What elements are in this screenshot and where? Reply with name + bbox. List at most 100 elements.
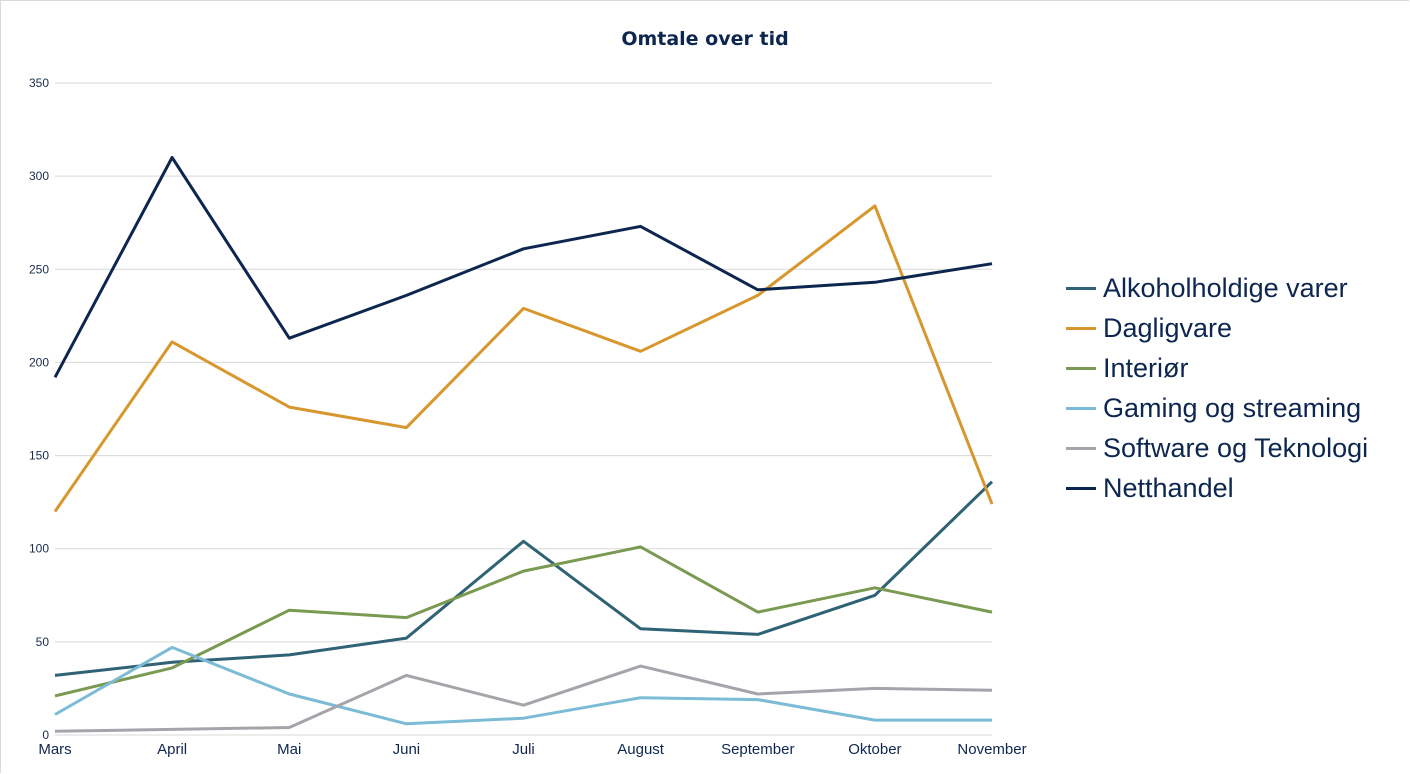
x-tick-label: August — [617, 741, 665, 758]
data-point — [288, 337, 291, 340]
data-point — [756, 698, 759, 701]
data-point — [54, 694, 57, 697]
legend-swatch-icon — [1066, 286, 1096, 290]
data-point — [405, 722, 408, 725]
data-point — [639, 225, 642, 228]
data-point — [756, 611, 759, 614]
data-point — [639, 627, 642, 630]
legend-item: Netthandel — [1066, 468, 1368, 508]
legend-label: Gaming og streaming — [1103, 392, 1362, 423]
chart-title: Omtale over tid — [621, 28, 789, 50]
data-point — [288, 406, 291, 409]
data-point — [522, 540, 525, 543]
legend-swatch-icon — [1066, 366, 1096, 370]
x-tick-label: Mai — [277, 741, 301, 758]
legend-item: Dagligvare — [1066, 308, 1368, 348]
x-tick-label: September — [721, 741, 794, 758]
legend-label: Interiør — [1103, 352, 1189, 383]
data-point — [873, 204, 876, 207]
data-point — [756, 693, 759, 696]
x-tick-label: April — [157, 741, 187, 758]
data-point — [991, 611, 994, 614]
legend: Alkoholholdige varer Dagligvare Interiør Ga… — [1066, 268, 1368, 508]
series-lines — [53, 156, 994, 733]
data-point — [171, 728, 174, 731]
y-tick-label: 100 — [29, 542, 49, 556]
data-point — [639, 696, 642, 699]
data-point — [639, 665, 642, 668]
data-point — [873, 281, 876, 284]
data-point — [522, 570, 525, 573]
x-tick-label: Oktober — [848, 741, 901, 758]
data-point — [405, 616, 408, 619]
data-point — [991, 262, 994, 265]
data-point — [991, 503, 994, 506]
series-line-dagligvare — [53, 204, 994, 513]
legend-label: Dagligvare — [1103, 312, 1233, 343]
data-point — [288, 726, 291, 729]
x-tick-label: Juli — [512, 741, 535, 758]
legend-label: Alkoholholdige varer — [1103, 272, 1348, 303]
series-line-alkoholholdige-varer — [54, 480, 994, 677]
x-tick-label: Juni — [393, 741, 421, 758]
y-tick-label: 350 — [29, 76, 49, 90]
legend-swatch-icon — [1066, 406, 1096, 410]
y-tick-label: 250 — [29, 262, 49, 276]
legend-item: Gaming og streaming — [1066, 388, 1368, 428]
data-point — [873, 719, 876, 722]
y-tick-label: 150 — [29, 449, 49, 463]
data-point — [288, 653, 291, 656]
x-axis-ticks: Mars April Mai Juni Juli August September Oktob… — [38, 741, 1026, 758]
data-point — [522, 717, 525, 720]
data-point — [54, 510, 57, 513]
data-point — [288, 693, 291, 696]
legend-label: Software og Teknologi — [1103, 432, 1369, 463]
y-tick-label: 300 — [29, 169, 49, 183]
y-tick-label: 200 — [29, 355, 49, 369]
data-point — [171, 666, 174, 669]
data-point — [171, 646, 174, 649]
data-point — [756, 288, 759, 291]
gridlines — [55, 82, 992, 736]
series-line-software-og-teknologi — [54, 664, 993, 733]
legend-item: Interiør — [1066, 348, 1368, 388]
series-line-interi-r — [54, 545, 993, 698]
legend-item: Software og Teknologi — [1066, 428, 1368, 468]
data-point — [171, 156, 174, 159]
legend-swatch-icon — [1066, 486, 1096, 490]
data-point — [405, 294, 408, 297]
legend-swatch-icon — [1066, 326, 1096, 330]
data-point — [522, 307, 525, 310]
data-point — [756, 633, 759, 636]
legend-item: Alkoholholdige varer — [1066, 268, 1368, 308]
data-point — [873, 594, 876, 597]
data-point — [639, 350, 642, 353]
data-point — [991, 719, 994, 722]
data-point — [288, 609, 291, 612]
data-point — [54, 674, 57, 677]
y-tick-label: 50 — [36, 635, 50, 649]
data-point — [405, 674, 408, 677]
x-tick-label: Mars — [38, 741, 71, 758]
legend-label: Netthandel — [1103, 472, 1234, 503]
data-point — [171, 661, 174, 664]
data-point — [991, 480, 994, 483]
data-point — [522, 247, 525, 250]
legend-swatch-icon — [1066, 446, 1096, 450]
data-point — [54, 376, 57, 379]
data-point — [171, 340, 174, 343]
y-tick-label: 0 — [42, 728, 49, 742]
data-point — [54, 730, 57, 733]
data-point — [54, 713, 57, 716]
series-line-gaming-og-streaming — [54, 645, 992, 726]
series-line-netthandel — [53, 156, 993, 379]
data-point — [405, 637, 408, 640]
data-point — [873, 586, 876, 589]
data-point — [522, 704, 525, 707]
data-point — [639, 545, 642, 548]
data-point — [873, 687, 876, 690]
data-point — [405, 426, 408, 429]
y-axis-ticks: 0 50 100 150 200 250 300 350 — [29, 76, 49, 742]
